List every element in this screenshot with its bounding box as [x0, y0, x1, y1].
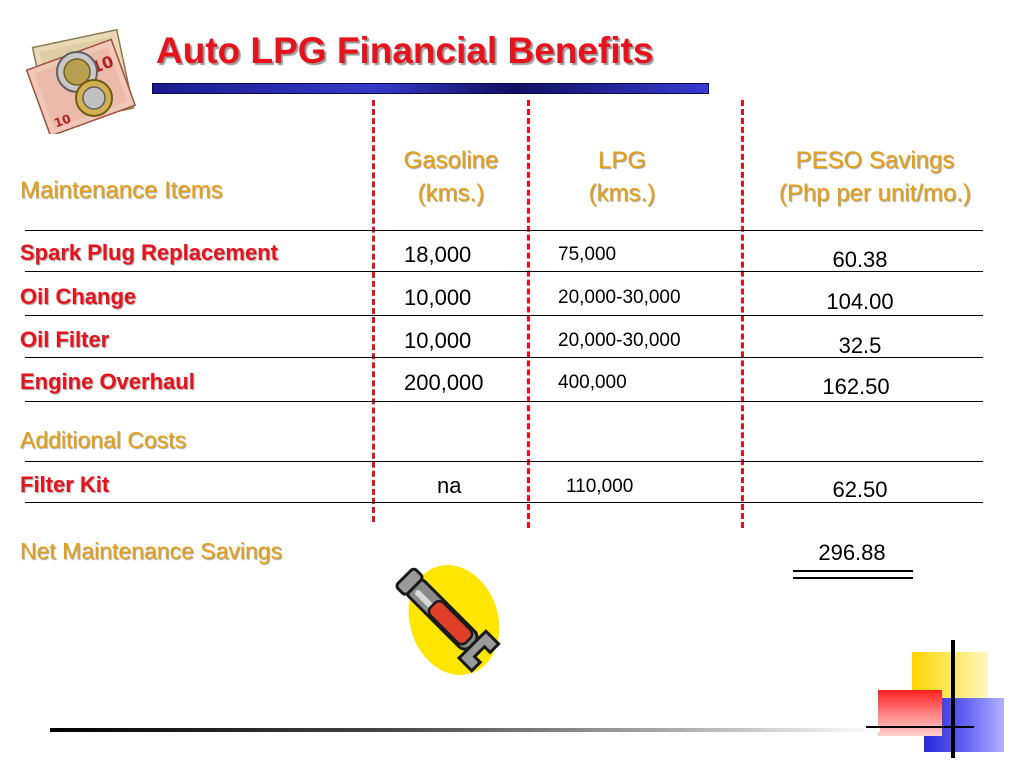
lpg-value: 20,000-30,000: [558, 330, 681, 351]
table-row-label: Spark Plug Replacement: [20, 240, 278, 265]
gasoline-value: 200,000: [404, 370, 484, 395]
gasoline-value: na: [437, 473, 462, 498]
gasoline-value: 10,000: [404, 285, 472, 310]
lpg-value: 75,000: [558, 244, 617, 265]
savings-value: 32.5: [838, 333, 882, 358]
table-rule: [25, 271, 983, 272]
header-gasoline-line1: Gasoline: [403, 147, 499, 174]
header-savings-line2: (Php per unit/mo.): [778, 180, 972, 207]
header-lpg-line2: (kms.): [588, 180, 656, 207]
table-rule: [25, 502, 983, 503]
header-savings-line1: PESO Savings: [795, 147, 955, 174]
lpg-value: 110,000: [566, 476, 634, 497]
header-lpg-line1: LPG: [597, 147, 647, 174]
net-maintenance-savings-label: Net Maintenance Savings: [20, 538, 283, 564]
title-underline-bar: [152, 83, 709, 94]
header-maintenance-items: Maintenance Items: [20, 177, 223, 204]
euro-money-icon: 5 10 10: [25, 28, 137, 134]
decor-red-square: [878, 690, 942, 736]
additional-costs-label: Additional Costs: [20, 427, 187, 453]
footer-rule: [50, 728, 880, 732]
table-row-label: Oil Filter: [20, 327, 110, 352]
header-gasoline: Gasoline (kms.): [380, 144, 522, 210]
column-divider: [527, 100, 530, 528]
page-title: Auto LPG Financial Benefits: [156, 30, 654, 71]
header-peso-savings: PESO Savings (Php per unit/mo.): [755, 144, 995, 210]
savings-value: 60.38: [832, 247, 888, 272]
double-underline: [793, 570, 913, 572]
table-rule: [25, 315, 983, 316]
table-row-label: Engine Overhaul: [20, 369, 195, 394]
double-underline: [793, 577, 913, 579]
decor-horizontal-line: [866, 726, 974, 728]
gasoline-value: 18,000: [404, 242, 472, 267]
savings-value: 104.00: [826, 289, 894, 314]
table-rule: [25, 401, 983, 402]
header-lpg: LPG (kms.): [547, 144, 697, 210]
wrench-icon: [395, 565, 501, 675]
table-row-label: Oil Change: [20, 284, 137, 309]
decor-vertical-line: [951, 640, 955, 758]
gasoline-value: 10,000: [404, 328, 472, 353]
table-rule: [25, 230, 983, 231]
table-rule: [25, 357, 983, 358]
header-gasoline-line2: (kms.): [417, 180, 485, 207]
column-divider: [372, 100, 375, 522]
savings-value: 162.50: [822, 374, 890, 399]
lpg-value: 400,000: [558, 372, 627, 393]
svg-text:10: 10: [52, 112, 72, 131]
column-divider: [741, 100, 744, 528]
savings-value: 62.50: [832, 477, 888, 502]
net-savings-value: 296.88: [818, 540, 886, 565]
table-row-label: Filter Kit: [20, 472, 110, 497]
table-rule: [25, 461, 983, 462]
lpg-value: 20,000-30,000: [558, 287, 681, 308]
